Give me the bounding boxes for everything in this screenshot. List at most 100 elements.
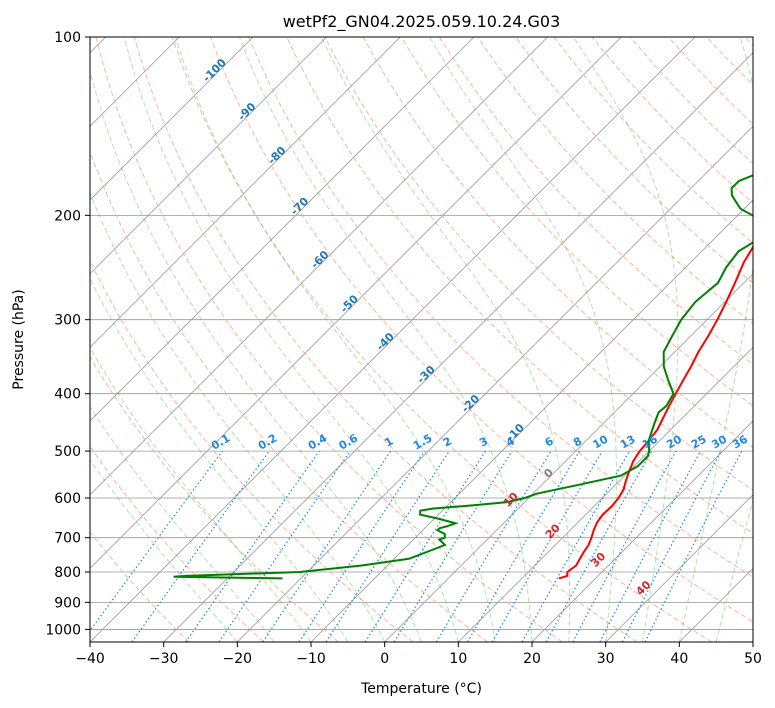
mixing-ratio-line [599,450,702,642]
isotherm-line [90,37,475,422]
isotherm-line [752,641,753,642]
dry-adiabat [591,37,753,204]
y-tick-label: 400 [54,387,81,403]
moist-adiabat [321,37,571,642]
mixing-ratio-label: 10 [591,432,611,451]
isotherm-label: -30 [414,363,437,386]
isotherm-line [90,37,401,348]
moist-adiabat [90,68,422,642]
isotherm-label: -50 [338,292,361,315]
dry-adiabat [90,150,488,642]
isotherm-line [163,52,753,642]
mixing-ratio-line [262,450,392,642]
y-axis-label: Pressure (hPa) [11,289,27,389]
x-tick-label: 10 [449,651,467,667]
isotherm-label: -60 [308,248,331,271]
isotherm-label: -70 [288,194,311,217]
y-tick-label: 300 [54,313,81,329]
isotherm-label: -80 [265,144,288,167]
x-tick-label: 40 [670,651,688,667]
y-tick-label: 500 [54,444,81,460]
mixing-ratio-label: 30 [709,432,729,451]
dry-adiabat [210,37,753,623]
moist-adiabat-label: 20 [543,521,563,541]
isotherm-line [90,37,548,496]
dry-adiabat [90,445,264,642]
x-tick-label: −40 [75,651,105,667]
mixing-ratio-line [90,450,223,632]
mixing-ratio-line [298,450,425,642]
dewpoint-profile [173,174,753,580]
isotherm-line [458,346,753,642]
y-tick-label: 800 [54,565,81,581]
moist-adiabat-label: 30 [588,549,608,569]
moist-adiabat [239,37,533,642]
dry-adiabat [400,37,753,407]
mixing-ratio-line [393,450,513,642]
mixing-ratio-label: 20 [664,432,684,451]
y-tick-label: 100 [54,30,81,46]
dry-adiabat [133,37,638,642]
overlay-labels: 0.1 0.2 0.4 0.6 1 1.5 2 3 4 6 8 10 13 16 20 25 30 36-100-… [200,56,750,598]
mixing-ratio-label: 13 [618,433,638,452]
mixing-ratio-label: 1 [382,435,395,450]
mixing-ratio-line [325,450,450,642]
isotherm-label: -20 [459,392,482,415]
mixing-ratio-line [621,450,722,642]
profile-lines [173,174,753,580]
mixing-ratio-line [218,450,351,642]
moist-adiabat [123,37,459,642]
x-tick-label: −10 [296,651,326,667]
dry-adiabat [744,37,753,47]
x-tick-label: 50 [744,651,762,667]
x-axis-label: Temperature (°C) [360,681,482,697]
mixing-ratio-line [545,450,653,642]
mixing-ratio-label: 0.1 [209,432,232,453]
mixing-ratio-line [185,450,320,642]
axes: −40 −30 −20 −10 0 10 20 30 40 50 100 200 300 400 500 60… [45,30,762,667]
temperature-profile [558,245,753,580]
y-tick-label: 1000 [45,622,81,638]
dry-adiabat [515,37,753,284]
dry-adiabat [90,531,190,642]
dry-adiabat [324,37,753,491]
mixing-ratio-line [466,450,580,642]
isotherm-line [90,37,327,275]
dry-adiabat [171,37,712,642]
moist-adiabat [175,37,496,642]
mixing-ratio-line [644,450,743,642]
x-tick-label: 20 [523,651,541,667]
isotherm-label: -40 [374,330,397,353]
moist-adiabat [715,497,753,642]
isotherm-line [90,37,622,569]
mixing-ratio-label: 3 [477,435,490,450]
mixing-ratio-line [572,450,677,642]
dry-adiabat [706,37,753,86]
dry-adiabat [668,37,753,125]
moist-adiabat [90,346,312,642]
isotherm-line [237,125,753,642]
isotherm-line [90,37,696,642]
moist-adiabat-label: 40 [633,578,653,598]
mixing-ratio-label: 25 [689,433,709,452]
isotherm-line [384,273,753,642]
isotherm-label: -100 [200,56,229,85]
y-tick-label: 200 [54,208,81,224]
moist-adiabat [429,37,617,642]
background-lines [90,37,753,642]
isotherm-line [679,567,753,642]
mixing-ratio-line [435,450,552,642]
x-tick-label: −30 [149,651,179,667]
mixing-ratio-label: 0.4 [306,431,330,452]
y-tick-label: 900 [54,595,81,611]
moist-adiabat [90,191,386,642]
dry-adiabat [438,37,753,366]
dry-adiabat [95,37,563,642]
x-tick-label: 0 [380,651,389,667]
isotherm-line [531,420,753,642]
plot-frame [89,36,754,643]
moist-adiabat [90,277,349,642]
moist-adiabat [90,405,275,642]
y-tick-label: 700 [54,531,81,547]
